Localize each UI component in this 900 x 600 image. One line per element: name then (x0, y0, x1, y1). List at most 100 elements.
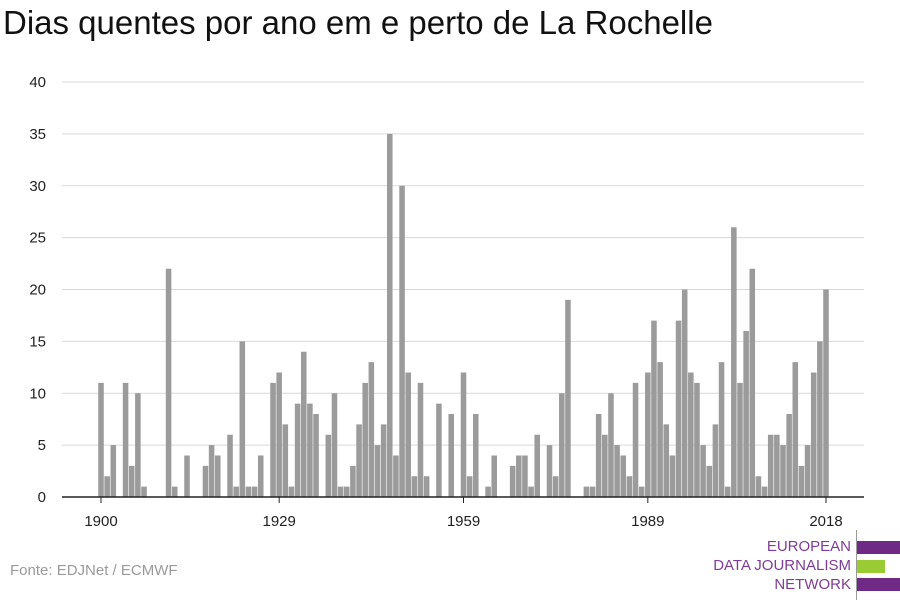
y-tick-label: 10 (29, 385, 46, 402)
bar-1935 (313, 414, 319, 497)
bar-1994 (675, 320, 682, 497)
bar-1973 (546, 445, 553, 497)
edjnet-logo: EUROPEAN DATA JOURNALISM NETWORK (700, 530, 900, 600)
bar-1975 (559, 393, 565, 497)
bar-2014 (798, 465, 805, 497)
bar-2008 (761, 486, 768, 497)
y-tick-label: 30 (29, 178, 46, 195)
bar-1933 (300, 351, 307, 497)
bar-1987 (632, 382, 639, 497)
bar-1985 (620, 455, 627, 497)
bar-1914 (184, 455, 190, 497)
bar-2006 (749, 268, 756, 497)
bar-1924 (245, 486, 252, 497)
bar-2015 (804, 445, 811, 497)
bar-1900 (98, 382, 104, 497)
bar-1982 (602, 434, 608, 497)
bar-1943 (362, 382, 368, 497)
y-tick-label: 40 (29, 74, 46, 91)
bar-1949 (399, 185, 405, 497)
bar-2016 (810, 372, 817, 497)
bar-1931 (288, 486, 295, 497)
bar-1995 (681, 289, 688, 497)
bar-1922 (233, 486, 239, 497)
bar-1967 (509, 465, 516, 497)
bar-1912 (171, 486, 178, 497)
bar-1997 (694, 382, 700, 497)
bar-1938 (331, 393, 338, 497)
bar-1979 (583, 486, 590, 497)
bar-1984 (614, 445, 620, 497)
bar-2009 (767, 434, 774, 497)
bar-1919 (214, 455, 221, 497)
bar-1976 (565, 299, 571, 497)
bar-1959 (460, 372, 467, 497)
y-tick-label: 0 (38, 489, 46, 506)
y-tick-label: 5 (38, 437, 46, 454)
logo-bar-purple-top (857, 541, 900, 554)
bar-1944 (368, 362, 375, 497)
x-tick-label: 1900 (84, 513, 117, 530)
logo-bar-purple-bottom (857, 578, 900, 591)
x-tick-label: 2018 (809, 513, 842, 530)
bar-1983 (608, 393, 614, 497)
bar-1921 (227, 434, 233, 497)
bar-1925 (251, 486, 258, 497)
bar-1918 (208, 445, 215, 497)
bar-1999 (706, 465, 713, 497)
bar-1929 (276, 372, 282, 497)
bar-2017 (817, 341, 823, 497)
bar-2007 (755, 476, 762, 497)
bar-1905 (128, 465, 135, 497)
bar-1901 (104, 476, 110, 497)
bar-1951 (411, 476, 418, 497)
bar-1902 (110, 445, 117, 497)
bar-1996 (688, 372, 694, 497)
bars (98, 133, 829, 497)
bar-1942 (356, 424, 362, 497)
gridlines (62, 81, 864, 446)
bar-1970 (528, 486, 534, 497)
bar-2010 (774, 434, 780, 497)
logo-line-european: EUROPEAN (766, 538, 851, 555)
chart-title: Dias quentes por ano em e perto de La Ro… (3, 4, 713, 41)
bar-1940 (343, 486, 350, 497)
bar-1990 (651, 320, 657, 497)
bar-1961 (473, 414, 479, 497)
y-tick-label: 25 (29, 230, 46, 247)
x-tick-label: 1989 (631, 513, 664, 530)
bar-1939 (337, 486, 344, 497)
x-tick-label: 1959 (447, 513, 480, 530)
bar-1986 (626, 476, 633, 497)
logo-bar-green (857, 560, 885, 573)
bar-2004 (737, 382, 743, 497)
bar-1923 (239, 341, 246, 497)
bar-1971 (534, 434, 541, 497)
bar-1945 (374, 445, 381, 497)
logo-divider (856, 530, 857, 600)
bar-1953 (423, 476, 430, 497)
bar-2001 (718, 362, 725, 497)
bar-1981 (595, 414, 602, 497)
bar-1907 (141, 486, 147, 497)
x-tick-label: 1929 (262, 513, 295, 530)
bar-1932 (294, 403, 301, 497)
y-tick-label: 35 (29, 126, 46, 143)
bar-1964 (491, 455, 497, 497)
y-tick-label: 15 (29, 333, 46, 350)
logo-line-data-journalism: DATA JOURNALISM (713, 557, 851, 574)
bar-2011 (780, 445, 786, 497)
bar-1992 (663, 424, 670, 497)
axes: 0 5 10 15 20 25 30 35 40 1900 1929 1959 1989 2018 (29, 74, 864, 530)
bar-2002 (724, 486, 731, 497)
bar-1917 (202, 465, 209, 497)
bar-1911 (165, 268, 172, 497)
bar-1952 (417, 382, 424, 497)
bar-2018 (823, 289, 829, 497)
source-note: Fonte: EDJNet / ECMWF (10, 562, 178, 579)
bar-1955 (436, 403, 442, 497)
bar-1906 (135, 393, 141, 497)
bar-1998 (700, 445, 706, 497)
bar-1969 (522, 455, 528, 497)
bar-1930 (282, 424, 289, 497)
